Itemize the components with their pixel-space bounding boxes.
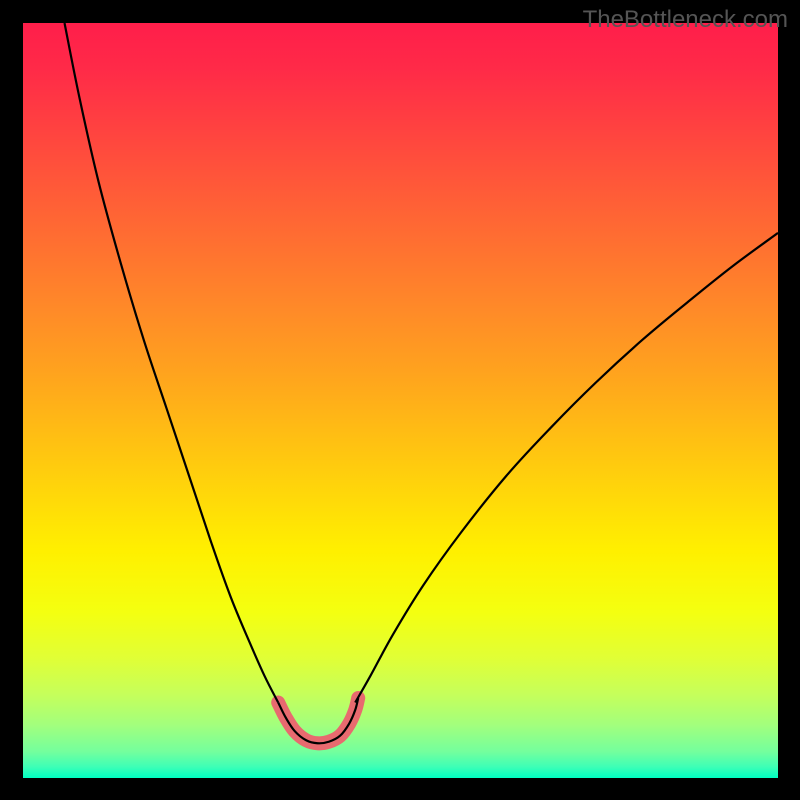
curve-left <box>65 23 279 703</box>
curves-layer <box>23 23 778 778</box>
curve-right <box>355 233 778 703</box>
watermark-text: TheBottleneck.com <box>583 6 788 34</box>
bottom-accent-stroke <box>278 698 358 743</box>
plot-area <box>23 23 778 778</box>
